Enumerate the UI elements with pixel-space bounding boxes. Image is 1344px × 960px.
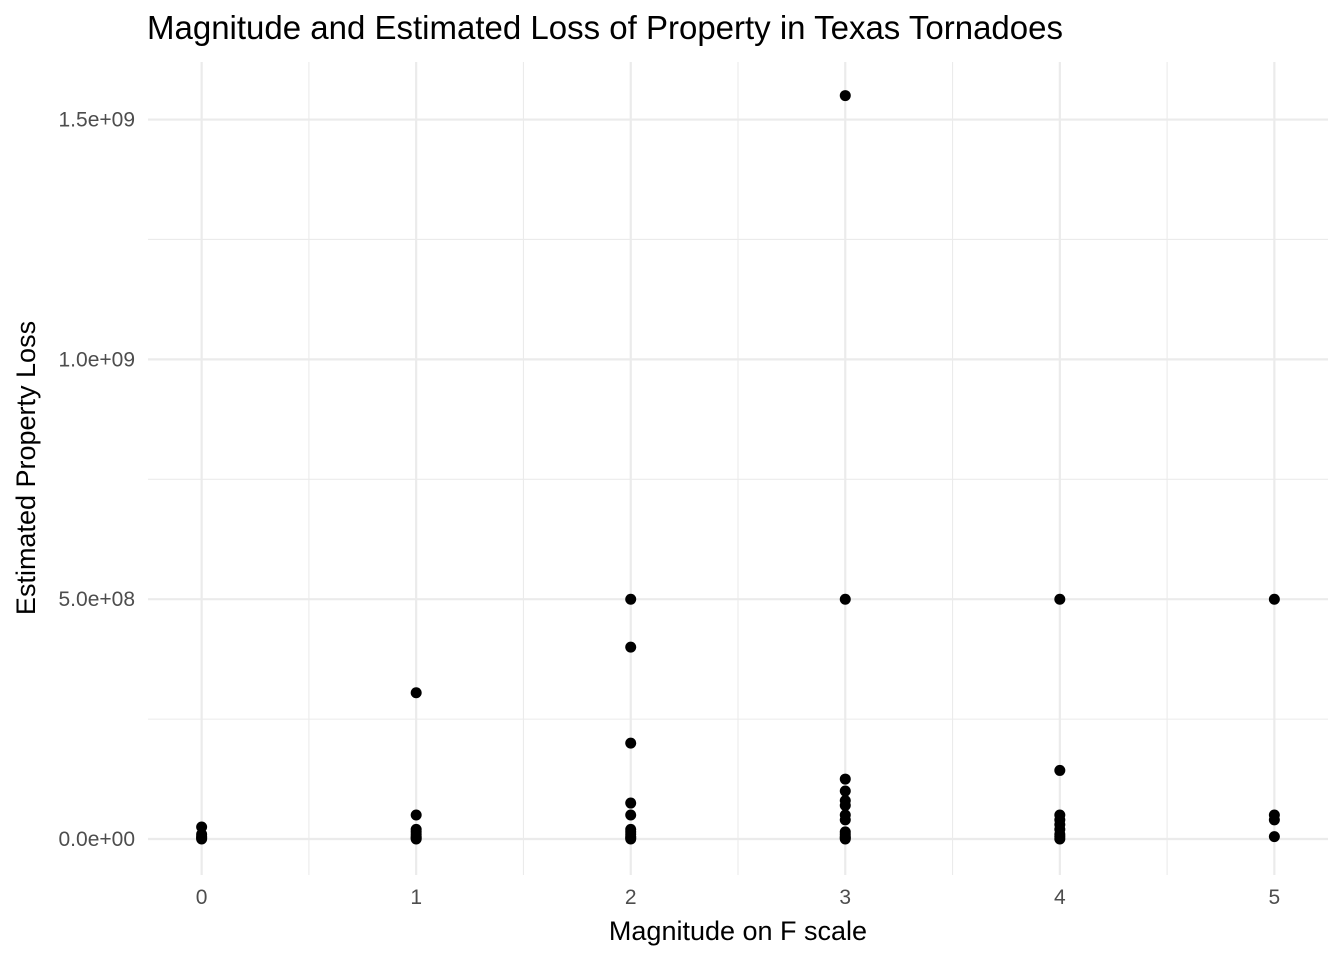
data-point: [839, 826, 851, 838]
data-points: [196, 90, 1280, 845]
data-point: [839, 795, 851, 807]
x-tick-label: 1: [410, 886, 422, 909]
y-tick-label: 1.0e+09: [59, 348, 136, 371]
x-tick-label: 4: [1054, 886, 1066, 909]
chart-title: Magnitude and Estimated Loss of Property…: [147, 9, 1063, 46]
data-point: [625, 797, 637, 809]
data-point: [625, 823, 637, 835]
y-tick-label: 0.0e+00: [59, 828, 136, 851]
data-point: [625, 737, 637, 749]
x-tick-label: 2: [625, 886, 637, 909]
y-axis-tick-labels: 0.0e+00 5.0e+08 1.0e+09 1.5e+09: [59, 109, 136, 851]
data-point: [625, 593, 637, 605]
data-point: [839, 809, 851, 821]
data-point: [410, 809, 422, 821]
data-point: [839, 90, 851, 102]
data-point: [625, 641, 637, 653]
data-point: [1054, 809, 1066, 821]
data-point: [839, 785, 851, 797]
data-point: [1268, 593, 1280, 605]
data-point: [839, 773, 851, 785]
data-point: [1268, 831, 1280, 843]
data-point: [1054, 764, 1066, 776]
data-point: [410, 687, 422, 699]
x-tick-label: 5: [1269, 886, 1281, 909]
x-tick-label: 3: [839, 886, 851, 909]
x-axis-title: Magnitude on F scale: [609, 916, 867, 946]
data-point: [410, 823, 422, 835]
x-tick-label: 0: [196, 886, 208, 909]
y-axis-title: Estimated Property Loss: [11, 321, 41, 615]
data-point: [1268, 809, 1280, 821]
data-point: [839, 593, 851, 605]
data-point: [625, 809, 637, 821]
data-point: [196, 821, 208, 833]
grid-lines: [148, 62, 1328, 875]
y-tick-label: 5.0e+08: [59, 588, 136, 611]
data-point: [1054, 593, 1066, 605]
y-tick-label: 1.5e+09: [59, 109, 136, 132]
x-axis-tick-labels: 0 1 2 3 4 5: [196, 886, 1280, 909]
